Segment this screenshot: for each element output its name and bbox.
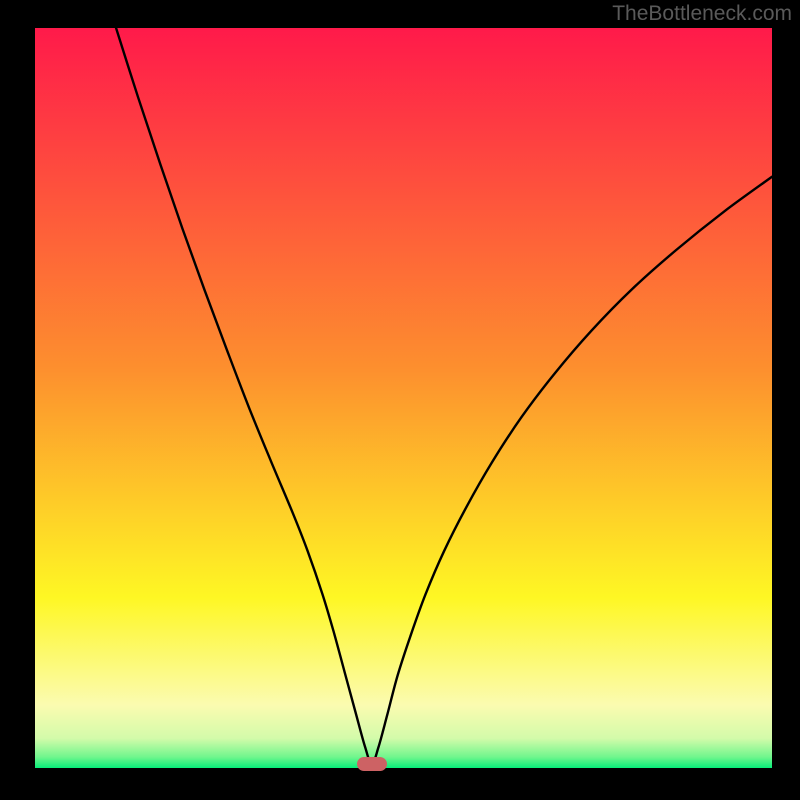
bottleneck-curve: [35, 28, 772, 768]
optimum-marker: [357, 757, 387, 771]
watermark-text: TheBottleneck.com: [612, 2, 792, 26]
bottleneck-chart: TheBottleneck.com: [0, 0, 800, 800]
gradient-plot-area: [35, 28, 772, 768]
